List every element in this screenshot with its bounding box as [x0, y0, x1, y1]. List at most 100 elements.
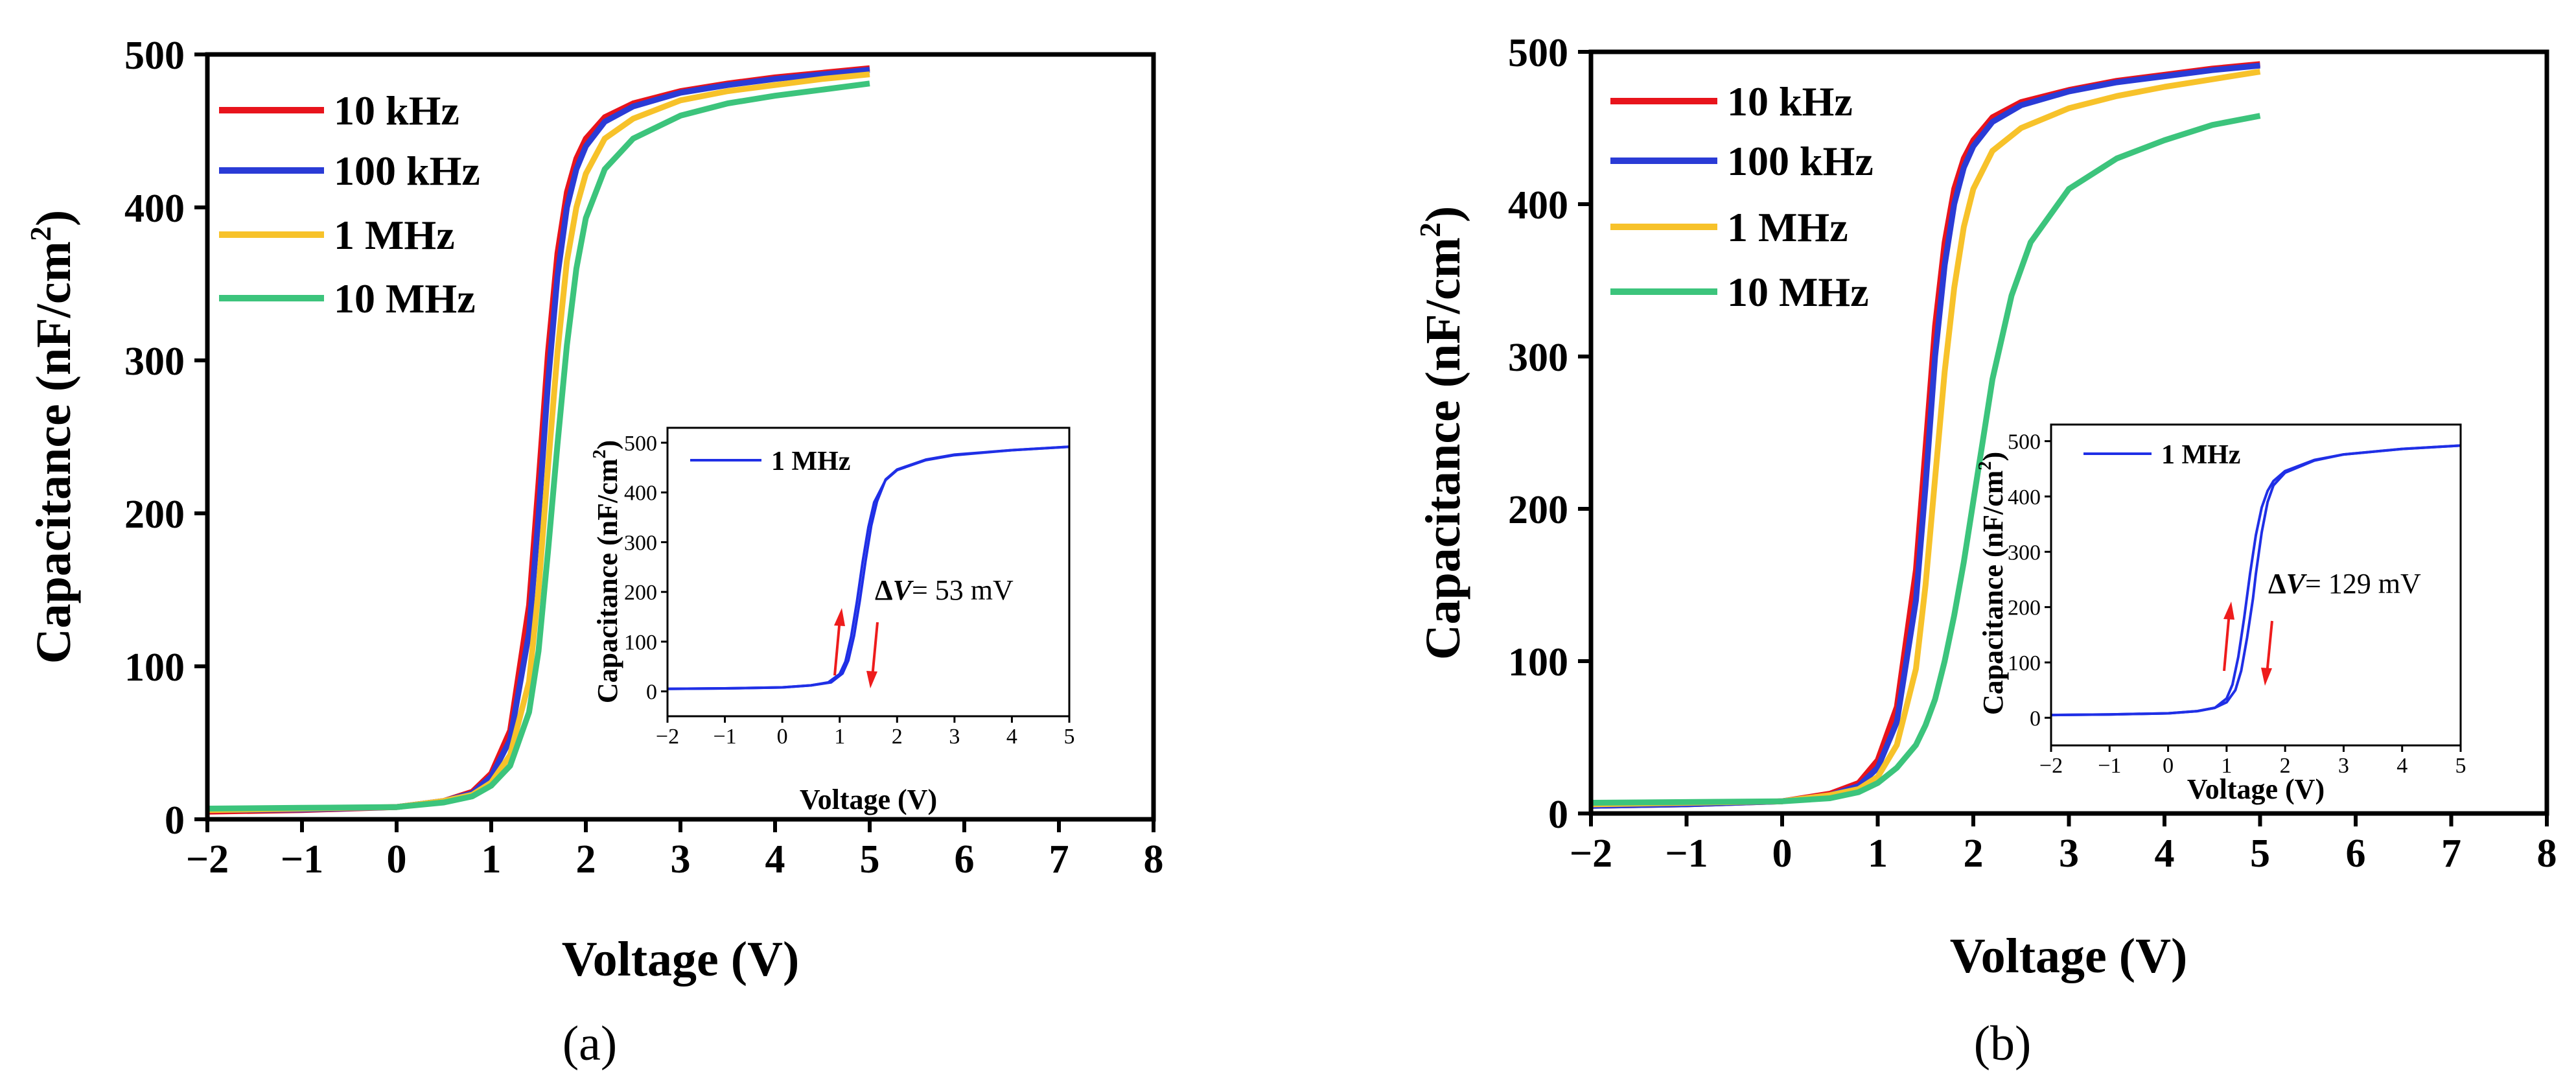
y-tick-label: 0: [646, 681, 657, 705]
inset-legend-label: 1 MHz: [2161, 440, 2240, 470]
x-tick-label: 4: [765, 837, 785, 882]
x-tick-label: 1: [1868, 832, 1888, 876]
sweep-down-arrow: [2261, 620, 2273, 686]
sweep-up-arrow: [2223, 602, 2234, 672]
y-tick-label: 400: [1508, 183, 1568, 228]
legend-item-10khz: 10 kHz: [219, 88, 459, 134]
legend-item-100khz: 100 kHz: [1610, 138, 1874, 184]
y-tick-label: 500: [124, 34, 185, 78]
x-tick-label: −2: [1570, 832, 1612, 876]
x-tick-label: 0: [1772, 832, 1793, 876]
y-tick-label: 300: [124, 340, 185, 384]
panel-a: −2 −1 0 1 2 3 4 5 6 7 8 0 100 200 300 400 500 Voltage (V…: [24, 34, 1164, 1071]
x-tick-label: 5: [860, 837, 880, 882]
legend: 10 kHz 100 kHz 1 MHz 10 MHz: [1610, 78, 1874, 315]
x-tick-label: −1: [281, 837, 323, 882]
x-tick-label: −1: [1665, 832, 1708, 876]
y-tick-label: 200: [124, 493, 185, 537]
y-tick-label: 400: [2008, 485, 2041, 509]
x-tick-label: 3: [671, 837, 691, 882]
inset-y-axis-title: Capacitance (nF/cm2): [590, 440, 623, 703]
series-line-10-mhz: [207, 80, 870, 812]
legend-item-10khz: 10 kHz: [1610, 78, 1853, 124]
x-tick-label: 2: [576, 837, 596, 882]
x-tick-label: 1: [482, 837, 502, 882]
x-tick-label: 4: [1006, 725, 1017, 749]
y-tick-label: 200: [2008, 596, 2041, 620]
plot-lines: [1590, 61, 2261, 809]
legend-label: 10 kHz: [1727, 78, 1853, 124]
x-tick-label: 4: [2396, 754, 2408, 778]
y-tick-label: 500: [624, 432, 657, 456]
legend-label: 1 MHz: [1727, 204, 1848, 250]
legend-label: 10 MHz: [334, 275, 476, 321]
y-tick-label: 100: [124, 646, 185, 690]
legend-label: 10 kHz: [334, 88, 459, 134]
inset-legend-label: 1 MHz: [771, 447, 850, 476]
y-tick-label: 300: [624, 531, 657, 555]
ticks: −2 −1 0 1 2 3 4 5 6 7 8 0 100 200 300 400 500: [124, 34, 1164, 882]
legend-label: 10 MHz: [1727, 269, 1869, 315]
legend-label: 1 MHz: [334, 212, 455, 258]
legend-item-100khz: 100 kHz: [219, 148, 480, 194]
inset-x-axis-title: Voltage (V): [2187, 773, 2325, 805]
inset-plot-lines: [2050, 444, 2461, 717]
y-tick-label: 100: [1508, 640, 1568, 684]
legend: 10 kHz 100 kHz 1 MHz 10 MHz: [219, 88, 480, 321]
x-tick-label: −2: [186, 837, 229, 882]
x-tick-label: 1: [2221, 754, 2232, 778]
x-tick-label: 7: [2441, 832, 2461, 876]
inset-plot-lines: [667, 445, 1070, 690]
y-tick-label: 400: [624, 482, 657, 506]
series-line-reverse: [667, 445, 1070, 690]
inset-frame: [666, 427, 1071, 718]
inset-ticks: −2 −1 0 1 2 3 4 5 0 100 200 300 400 500: [624, 432, 1075, 749]
x-tick-label: 1: [834, 725, 845, 749]
x-tick-label: −1: [713, 725, 736, 749]
x-tick-label: 6: [2346, 832, 2366, 876]
inset-background: [667, 428, 1069, 716]
panel-label: (b): [1974, 1016, 2032, 1071]
x-tick-label: 2: [2280, 754, 2291, 778]
x-tick-label: 7: [1049, 837, 1069, 882]
x-tick-label: 0: [777, 725, 788, 749]
y-tick-label: 200: [624, 581, 657, 605]
y-tick-label: 200: [1508, 488, 1568, 532]
x-tick-label: 3: [2059, 832, 2079, 876]
x-tick-label: 6: [955, 837, 975, 882]
y-tick-label: 300: [1508, 336, 1568, 380]
hysteresis-annotation: ΔV= 53 mV: [875, 574, 1014, 606]
inset-x-axis-title: Voltage (V): [800, 784, 937, 815]
y-tick-label: 0: [165, 799, 185, 843]
inset-chart: −2 −1 0 1 2 3 4 5 0 100 200 300 400 500 Voltage (V) C…: [1975, 423, 2466, 805]
legend-label: 100 kHz: [334, 148, 480, 194]
x-tick-label: 2: [892, 725, 903, 749]
y-axis-title: Capacitance (nF/cm2): [1413, 206, 1470, 660]
x-tick-label: 0: [2163, 754, 2174, 778]
hysteresis-annotation: ΔV= 129 mV: [2268, 568, 2421, 600]
y-tick-label: 300: [2008, 541, 2041, 565]
y-tick-label: 0: [2030, 707, 2041, 731]
panel-label: (a): [563, 1016, 617, 1071]
y-tick-label: 100: [624, 631, 657, 655]
x-axis-title: Voltage (V): [562, 932, 800, 987]
plot-lines: [207, 65, 870, 815]
x-tick-label: 3: [2338, 754, 2349, 778]
inset-chart: −2 −1 0 1 2 3 4 5 0 100 200 300 400 500 Voltage (V) C…: [590, 427, 1075, 815]
inset-ticks: −2 −1 0 1 2 3 4 5 0 100 200 300 400 500: [2008, 430, 2466, 778]
x-tick-label: 4: [2155, 832, 2175, 876]
y-tick-label: 100: [2008, 651, 2041, 675]
sweep-up-arrow: [833, 608, 845, 676]
y-tick-label: 500: [2008, 430, 2041, 454]
x-tick-label: −2: [2039, 754, 2063, 778]
legend-item-1mhz: 1 MHz: [219, 212, 455, 258]
x-tick-label: 5: [2455, 754, 2466, 778]
x-tick-label: 8: [1144, 837, 1164, 882]
sweep-down-arrow: [866, 622, 879, 688]
legend-item-10mhz: 10 MHz: [219, 275, 476, 321]
y-tick-label: 0: [1548, 793, 1568, 837]
x-tick-label: 5: [1064, 725, 1075, 749]
x-tick-label: 5: [2250, 832, 2270, 876]
